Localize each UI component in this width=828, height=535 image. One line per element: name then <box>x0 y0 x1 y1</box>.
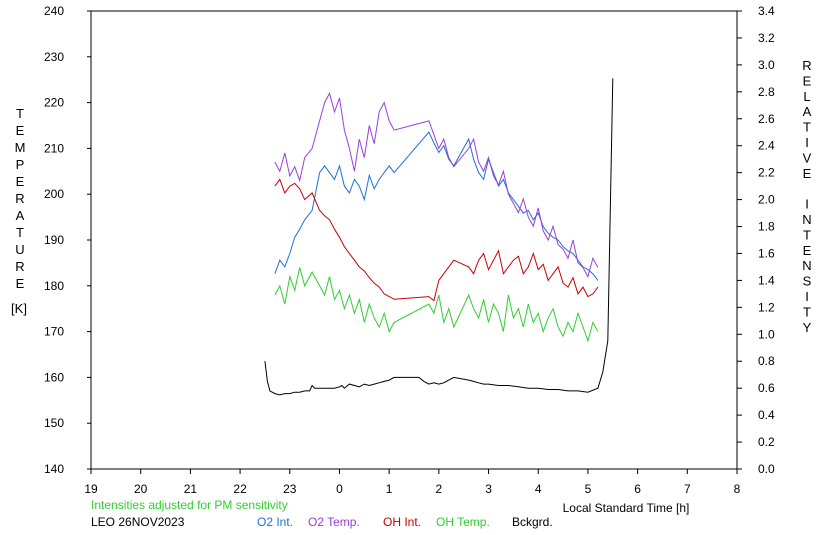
x-tick-label: 23 <box>283 482 297 496</box>
right-tick-label: 0.0 <box>758 462 775 476</box>
right-axis-title-letter: E <box>803 73 812 88</box>
right-axis-title-letter: A <box>803 104 812 119</box>
right-axis-title-letter: L <box>803 89 810 104</box>
right-tick-label: 3.0 <box>758 58 775 72</box>
right-tick-label: 1.8 <box>758 220 775 234</box>
left-tick-label: 150 <box>44 416 64 430</box>
axes-layer <box>90 10 738 470</box>
right-tick-label: 3.4 <box>758 4 775 18</box>
x-tick-label: 19 <box>84 482 98 496</box>
left-axis-title-letter: E <box>16 174 25 189</box>
legend: O2 Int. O2 Temp. OH Int. OH Temp. Bckgrd. <box>257 515 553 529</box>
right-tick-label: 0.8 <box>758 354 775 368</box>
x-tick-label: 7 <box>684 482 691 496</box>
right-tick-label: 2.0 <box>758 193 775 207</box>
left-axis-title-letter: E <box>16 123 25 138</box>
left-tick-label: 140 <box>44 462 64 476</box>
left-tick-label: 240 <box>44 4 64 18</box>
left-axis-title-letter: R <box>15 191 24 206</box>
right-tick-label: 2.4 <box>758 139 775 153</box>
right-axis-title-letter: R <box>802 58 811 73</box>
right-tick-label: 0.2 <box>758 435 775 449</box>
right-axis-title-letter: T <box>803 304 811 319</box>
left-tick-label: 180 <box>44 279 64 293</box>
left-tick-label: 190 <box>44 233 64 247</box>
right-tick-label: 2.6 <box>758 112 775 126</box>
left-tick-label: 160 <box>44 370 64 384</box>
station-date-label: LEO 26NOV2023 <box>91 515 185 529</box>
left-tick-label: 220 <box>44 96 64 110</box>
right-axis-title-letter: I <box>805 197 809 212</box>
right-tick-label: 1.0 <box>758 327 775 341</box>
left-axis-title-letter: M <box>15 140 26 155</box>
left-axis-title-letter: T <box>16 106 24 121</box>
series-bckgrd <box>264 78 614 396</box>
left-axis-title-letter: U <box>15 242 24 257</box>
left-tick-label: 200 <box>44 187 64 201</box>
legend-entry: Bckgrd. <box>512 515 553 529</box>
right-axis-title-letter: T <box>803 227 811 242</box>
right-axis-title-letter: T <box>803 120 811 135</box>
right-tick-label: 3.2 <box>758 31 775 45</box>
right-tick-label: 1.6 <box>758 246 775 260</box>
series-oh-temp <box>274 267 599 343</box>
legend-entry: OH Temp. <box>436 515 490 529</box>
x-tick-label: 0 <box>336 482 343 496</box>
x-tick-label: 4 <box>535 482 542 496</box>
right-axis-title-letter: N <box>802 212 811 227</box>
x-axis-ticks: 19 20 21 22 23 0 1 2 3 4 5 6 7 8 <box>84 469 741 496</box>
right-tick-label: 2.2 <box>758 166 775 180</box>
sensitivity-note: Intensities adjusted for PM sensitivity <box>91 498 288 512</box>
right-axis-title-letter: S <box>803 274 812 289</box>
left-axis-title-letter: P <box>16 157 25 172</box>
x-axis-label: Local Standard Time [h] <box>563 501 690 515</box>
series-oh-int <box>274 178 599 302</box>
left-tick-label: 230 <box>44 50 64 64</box>
legend-entry: O2 Temp. <box>308 515 360 529</box>
right-axis-title-letter: Y <box>803 320 812 335</box>
right-axis-ticks: 0.0 0.2 0.4 0.6 0.8 1.0 1.2 1.4 1.6 1.8 2.0 2.2 2.4 2… <box>737 4 775 476</box>
x-tick-label: 21 <box>184 482 198 496</box>
series-o2-int <box>274 131 599 281</box>
left-axis-title-letter: R <box>15 259 24 274</box>
right-tick-label: 0.4 <box>758 408 775 422</box>
right-axis-title-letter: E <box>803 243 812 258</box>
x-tick-label: 22 <box>233 482 247 496</box>
x-tick-label: 3 <box>485 482 492 496</box>
left-axis-title-letter: T <box>16 225 24 240</box>
right-tick-label: 1.4 <box>758 273 775 287</box>
x-tick-label: 1 <box>386 482 393 496</box>
right-axis-title-letter: V <box>803 150 812 165</box>
x-tick-label: 5 <box>585 482 592 496</box>
right-axis-title-letter: E <box>803 166 812 181</box>
x-tick-label: 20 <box>134 482 148 496</box>
x-tick-label: 6 <box>634 482 641 496</box>
left-tick-label: 170 <box>44 325 64 339</box>
x-tick-label: 8 <box>734 482 741 496</box>
right-axis-title-letter: N <box>802 258 811 273</box>
left-axis-title-letter: A <box>16 208 25 223</box>
legend-entry: O2 Int. <box>257 515 293 529</box>
left-axis-ticks: 140 150 160 170 180 190 200 210 220 230 240 <box>44 4 91 476</box>
right-axis-title-letter: I <box>805 135 809 150</box>
left-axis-title-letter: E <box>16 276 25 291</box>
series-o2-temp <box>274 92 599 278</box>
left-axis-unit: [K] <box>11 301 27 316</box>
right-axis-title-letter: I <box>805 289 809 304</box>
x-tick-label: 2 <box>436 482 443 496</box>
series-layer <box>264 78 614 396</box>
right-tick-label: 2.8 <box>758 85 775 99</box>
right-tick-label: 1.2 <box>758 300 775 314</box>
right-tick-label: 0.6 <box>758 381 775 395</box>
legend-entry: OH Int. <box>383 515 421 529</box>
left-tick-label: 210 <box>44 141 64 155</box>
